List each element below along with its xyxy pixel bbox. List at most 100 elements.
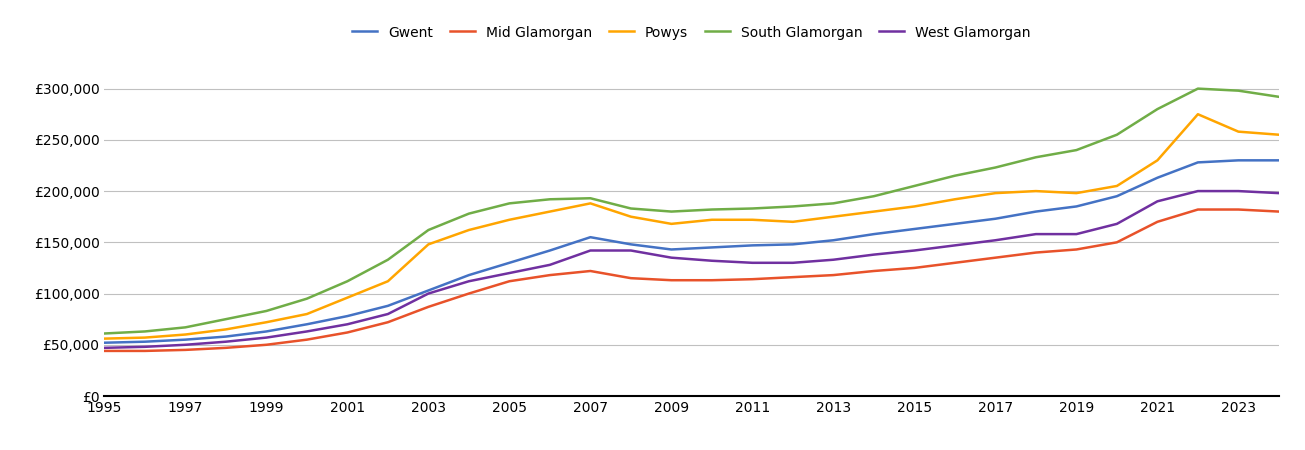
West Glamorgan bbox=[380, 311, 395, 317]
West Glamorgan bbox=[1150, 198, 1165, 204]
South Glamorgan bbox=[501, 201, 517, 206]
Gwent bbox=[461, 272, 476, 278]
Legend: Gwent, Mid Glamorgan, Powys, South Glamorgan, West Glamorgan: Gwent, Mid Glamorgan, Powys, South Glamo… bbox=[347, 20, 1036, 45]
West Glamorgan bbox=[745, 260, 761, 265]
Gwent bbox=[907, 226, 923, 232]
Powys bbox=[542, 209, 557, 214]
Mid Glamorgan bbox=[622, 275, 638, 281]
Mid Glamorgan bbox=[1069, 247, 1084, 252]
Powys bbox=[1109, 183, 1125, 189]
Mid Glamorgan bbox=[542, 272, 557, 278]
Mid Glamorgan bbox=[501, 279, 517, 284]
Powys bbox=[582, 201, 598, 206]
Powys bbox=[622, 214, 638, 220]
South Glamorgan bbox=[339, 279, 355, 284]
Gwent bbox=[1190, 160, 1206, 165]
Gwent bbox=[582, 234, 598, 240]
Powys bbox=[826, 214, 842, 220]
Powys bbox=[299, 311, 315, 317]
South Glamorgan bbox=[786, 204, 801, 209]
Gwent bbox=[867, 231, 882, 237]
Mid Glamorgan bbox=[826, 272, 842, 278]
Powys bbox=[1150, 158, 1165, 163]
Gwent bbox=[299, 322, 315, 327]
Powys bbox=[947, 197, 963, 202]
Mid Glamorgan bbox=[177, 347, 193, 353]
West Glamorgan bbox=[542, 262, 557, 268]
West Glamorgan bbox=[705, 258, 720, 263]
Line: Mid Glamorgan: Mid Glamorgan bbox=[104, 210, 1279, 351]
South Glamorgan bbox=[1109, 132, 1125, 137]
Gwent bbox=[1231, 158, 1246, 163]
South Glamorgan bbox=[97, 331, 112, 336]
Mid Glamorgan bbox=[380, 320, 395, 325]
Powys bbox=[258, 320, 274, 325]
South Glamorgan bbox=[177, 324, 193, 330]
Gwent bbox=[1069, 204, 1084, 209]
Mid Glamorgan bbox=[988, 255, 1004, 261]
South Glamorgan bbox=[622, 206, 638, 211]
Gwent bbox=[177, 337, 193, 342]
Gwent bbox=[1109, 194, 1125, 199]
South Glamorgan bbox=[947, 173, 963, 178]
West Glamorgan bbox=[218, 339, 234, 344]
Line: Gwent: Gwent bbox=[104, 160, 1279, 343]
Gwent bbox=[380, 303, 395, 309]
West Glamorgan bbox=[867, 252, 882, 257]
Powys bbox=[420, 242, 436, 247]
Mid Glamorgan bbox=[299, 337, 315, 342]
Gwent bbox=[339, 313, 355, 319]
West Glamorgan bbox=[177, 342, 193, 347]
Gwent bbox=[705, 245, 720, 250]
Powys bbox=[867, 209, 882, 214]
Gwent bbox=[1028, 209, 1044, 214]
South Glamorgan bbox=[907, 183, 923, 189]
Line: West Glamorgan: West Glamorgan bbox=[104, 191, 1279, 348]
West Glamorgan bbox=[258, 335, 274, 340]
South Glamorgan bbox=[1069, 148, 1084, 153]
South Glamorgan bbox=[258, 308, 274, 314]
Gwent bbox=[622, 242, 638, 247]
West Glamorgan bbox=[501, 270, 517, 276]
West Glamorgan bbox=[988, 238, 1004, 243]
Powys bbox=[380, 279, 395, 284]
Mid Glamorgan bbox=[97, 348, 112, 354]
South Glamorgan bbox=[299, 296, 315, 302]
Gwent bbox=[258, 329, 274, 334]
West Glamorgan bbox=[299, 329, 315, 334]
South Glamorgan bbox=[582, 196, 598, 201]
South Glamorgan bbox=[137, 329, 153, 334]
Mid Glamorgan bbox=[1271, 209, 1287, 214]
South Glamorgan bbox=[663, 209, 679, 214]
Mid Glamorgan bbox=[1028, 250, 1044, 255]
Powys bbox=[1028, 189, 1044, 194]
Powys bbox=[745, 217, 761, 222]
Powys bbox=[177, 332, 193, 337]
West Glamorgan bbox=[1028, 231, 1044, 237]
Mid Glamorgan bbox=[745, 276, 761, 282]
Mid Glamorgan bbox=[786, 274, 801, 280]
Gwent bbox=[501, 260, 517, 265]
South Glamorgan bbox=[826, 201, 842, 206]
West Glamorgan bbox=[1271, 190, 1287, 196]
West Glamorgan bbox=[786, 260, 801, 265]
Gwent bbox=[137, 339, 153, 344]
South Glamorgan bbox=[1271, 94, 1287, 99]
West Glamorgan bbox=[1069, 231, 1084, 237]
West Glamorgan bbox=[339, 322, 355, 327]
Mid Glamorgan bbox=[582, 268, 598, 274]
Powys bbox=[988, 190, 1004, 196]
Powys bbox=[137, 335, 153, 340]
Gwent bbox=[947, 221, 963, 226]
Gwent bbox=[745, 243, 761, 248]
Powys bbox=[97, 336, 112, 341]
South Glamorgan bbox=[1231, 88, 1246, 93]
Powys bbox=[501, 217, 517, 222]
West Glamorgan bbox=[947, 243, 963, 248]
South Glamorgan bbox=[745, 206, 761, 211]
West Glamorgan bbox=[663, 255, 679, 261]
South Glamorgan bbox=[988, 165, 1004, 170]
Mid Glamorgan bbox=[218, 345, 234, 351]
Powys bbox=[218, 327, 234, 332]
Mid Glamorgan bbox=[663, 278, 679, 283]
